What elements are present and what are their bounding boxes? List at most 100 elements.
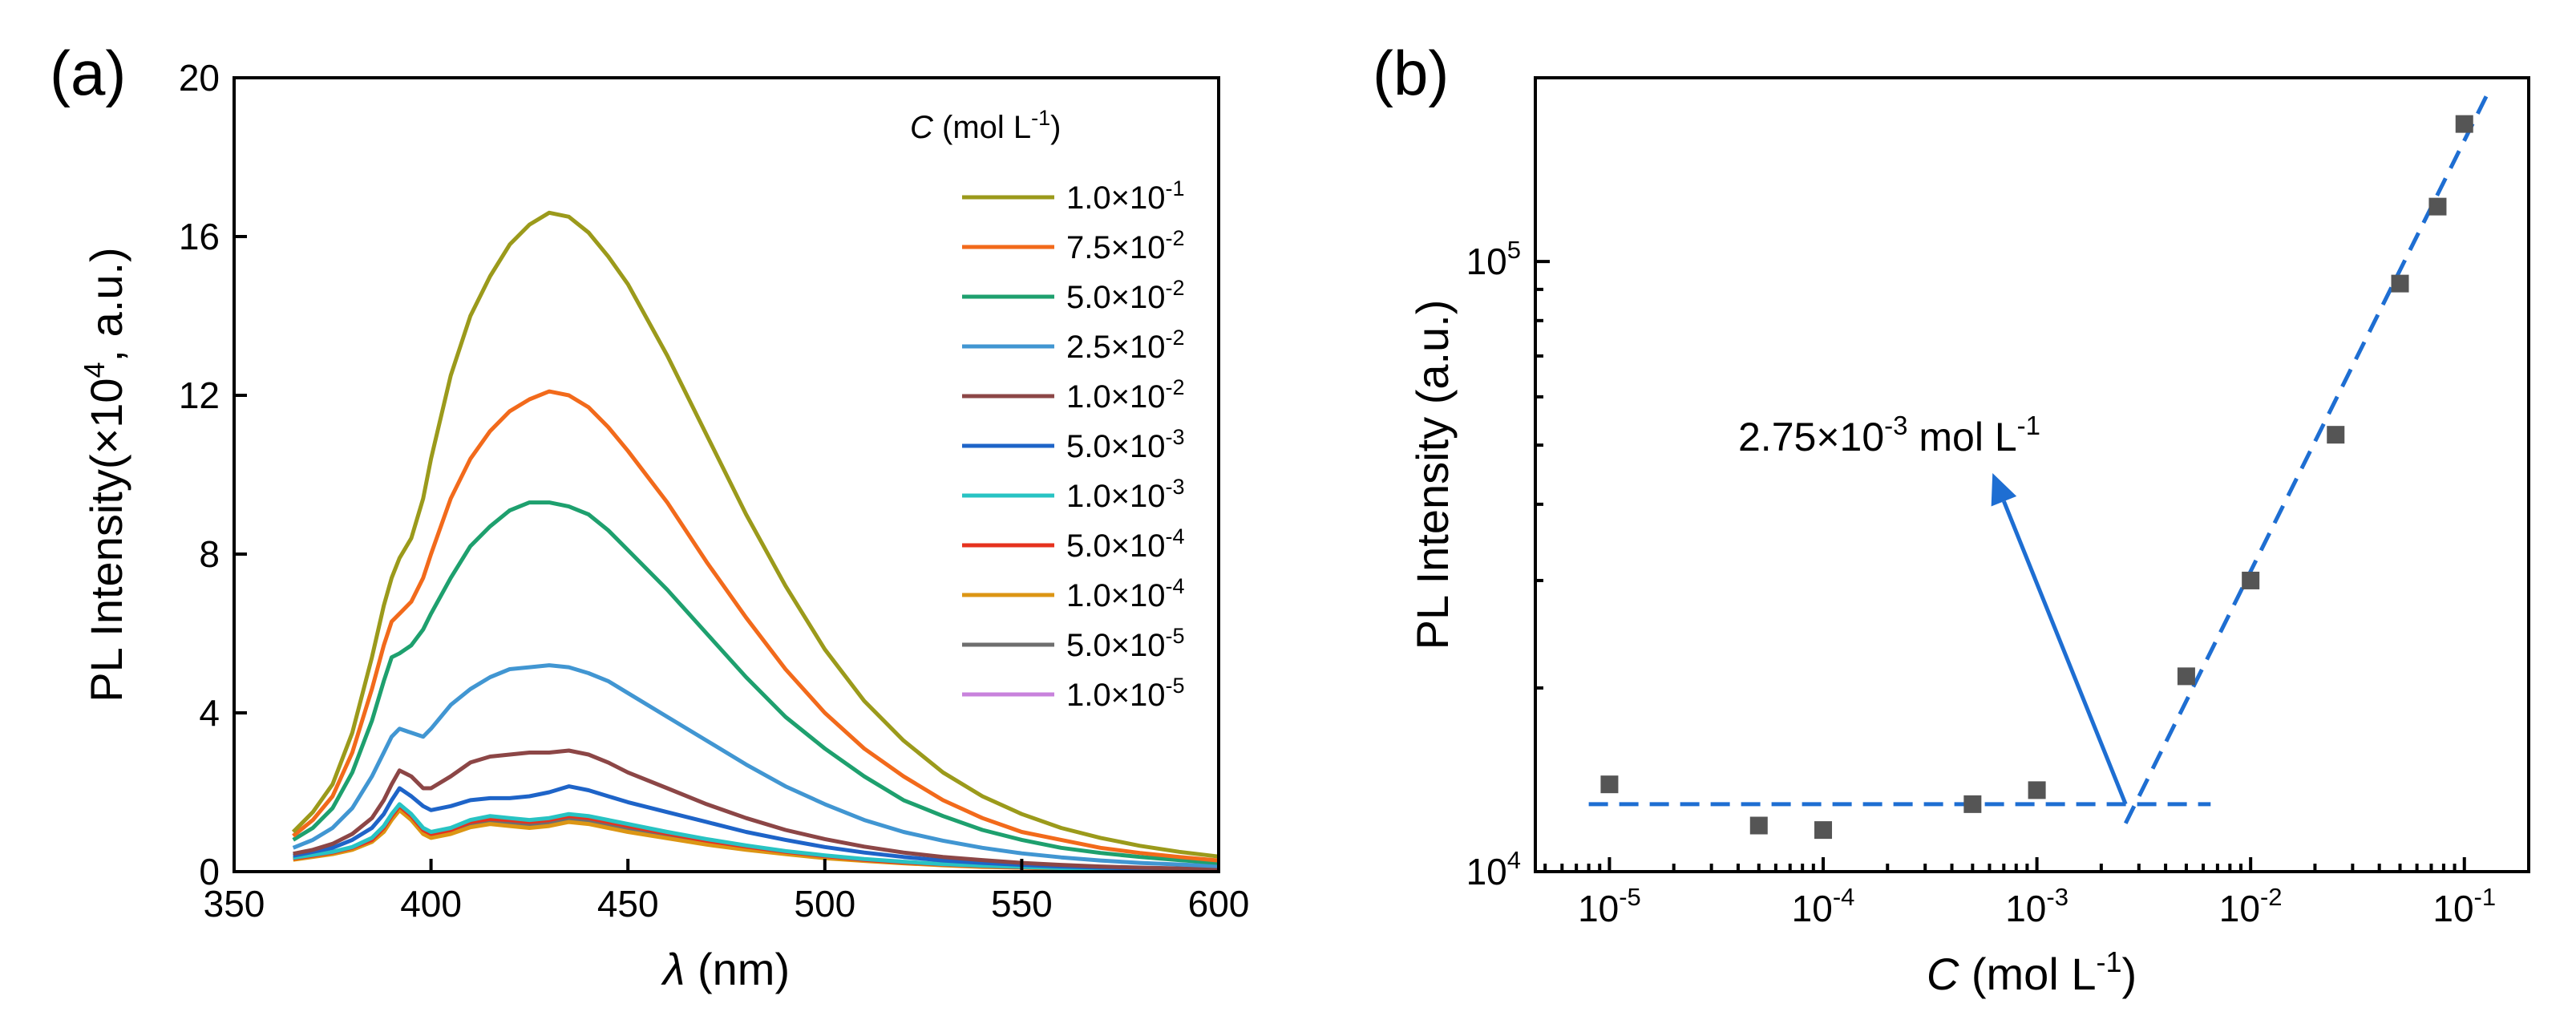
- panel-a-y-axis-label-sup: 4: [78, 362, 111, 378]
- panel-a-chart: 350 400 450 500 550 600 0 4 8 12 16 20 λ (nm) PL I…: [78, 57, 1249, 994]
- panel-b-annotation: 2.75×10-3 mol L-1: [1738, 411, 2128, 805]
- legend-label-mantissa: 2.5×10: [1066, 330, 1165, 365]
- legend-entry: 1.0×10-4: [962, 574, 1184, 613]
- legend-label-mantissa: 7.5×10: [1066, 230, 1165, 265]
- legend-label-exponent: -2: [1165, 326, 1184, 350]
- legend-label-exponent: -3: [1165, 475, 1184, 499]
- annotation-arrow-shaft: [2002, 500, 2128, 805]
- panel-a-x-axis-symbol: λ: [661, 944, 685, 994]
- x-tick-label: 500: [794, 883, 855, 925]
- legend-label-mantissa: 1.0×10: [1066, 678, 1165, 713]
- annotation-arrow-head: [1991, 472, 2017, 507]
- legend-entry: 1.0×10-2: [962, 375, 1184, 415]
- legend-label-exponent: -1: [1165, 176, 1184, 200]
- x-tick-base: 10: [1792, 888, 1833, 929]
- x-tick-label: 10-1: [2432, 883, 2496, 929]
- y-tick-exponent: 5: [1507, 236, 1521, 264]
- panel-a-y-axis-label-main: PL Intensity(×10: [81, 378, 131, 702]
- annotation-mantissa: 2.75×10: [1738, 415, 1884, 459]
- annotation-unit-sup: -1: [2017, 411, 2040, 440]
- legend-label: 5.0×10-4: [1066, 524, 1184, 564]
- y-tick-label: 4: [199, 692, 220, 734]
- legend-entry: 2.5×10-2: [962, 326, 1184, 365]
- legend-entry: 1.0×10-3: [962, 475, 1184, 514]
- legend-entries: 1.0×10-17.5×10-25.0×10-22.5×10-21.0×10-2…: [962, 176, 1184, 713]
- data-point: [1600, 775, 1619, 794]
- x-tick-base: 10: [1578, 888, 1619, 929]
- x-tick-label: 550: [991, 883, 1053, 925]
- x-tick-base: 10: [2005, 888, 2046, 929]
- y-tick-label: 12: [179, 374, 220, 416]
- annotation-exponent: -3: [1884, 411, 1907, 440]
- data-point: [2327, 426, 2345, 444]
- spectrum-line-1.0e-2: [293, 748, 1219, 872]
- data-point: [2242, 571, 2260, 589]
- x-tick-label: 350: [204, 883, 265, 925]
- legend-entry: 1.0×10-1: [962, 176, 1184, 216]
- panel-b-y-axis-label: PL Intensity (a.u.): [1407, 300, 1458, 650]
- y-tick-label: 0: [199, 851, 220, 892]
- panel-b-x-axis-close: ): [2121, 949, 2137, 999]
- x-tick-exponent: -2: [2260, 883, 2283, 911]
- legend-label: 7.5×10-2: [1066, 226, 1184, 265]
- legend-label: 1.0×10-4: [1066, 574, 1184, 613]
- x-tick-base: 10: [2432, 888, 2473, 929]
- legend-title: C (mol L-1): [910, 106, 1061, 145]
- legend-entry: 5.0×10-3: [962, 425, 1184, 464]
- annotation-label: 2.75×10-3 mol L-1: [1738, 411, 2040, 459]
- y-tick-base: 10: [1466, 851, 1507, 892]
- x-tick-exponent: -4: [1833, 883, 1855, 911]
- legend-label-mantissa: 1.0×10: [1066, 479, 1165, 514]
- data-point: [1749, 816, 1768, 835]
- spectrum-line-5.0e-2: [292, 500, 1219, 865]
- y-tick-label: 104: [1466, 846, 1521, 892]
- legend-label-exponent: -3: [1165, 425, 1184, 449]
- legend-label-mantissa: 1.0×10: [1066, 180, 1165, 216]
- y-tick-label: 105: [1466, 236, 1521, 282]
- legend-label: 1.0×10-3: [1066, 475, 1184, 514]
- panel-a-x-axis-label: λ (nm): [661, 944, 790, 994]
- legend-entry: 1.0×10-5: [962, 674, 1184, 713]
- legend-label: 5.0×10-2: [1066, 276, 1184, 315]
- spectrum-line-5.0e-3: [293, 784, 1219, 872]
- panel-b-x-axis-label: C (mol L-1): [1927, 945, 2137, 999]
- y-tick-base: 10: [1466, 241, 1507, 282]
- legend-label-mantissa: 1.0×10: [1066, 379, 1165, 415]
- y-tick-label: 16: [179, 216, 220, 257]
- panel-b-x-axis-symbol: C: [1927, 949, 1959, 999]
- panel-b-label: (b): [1373, 38, 1449, 108]
- panel-b-x-axis-sup: -1: [2096, 945, 2121, 978]
- legend-title-sup: -1: [1031, 106, 1050, 130]
- y-tick-label: 20: [179, 57, 220, 99]
- panel-a-label: (a): [50, 38, 126, 108]
- legend-entry: 5.0×10-2: [962, 276, 1184, 315]
- spectrum-line-7.5e-2: [292, 389, 1219, 863]
- legend-label: 1.0×10-1: [1066, 176, 1184, 216]
- panel-b-x-axis-unit: (mol L: [1959, 949, 2096, 999]
- legend-title-unit: (mol L: [933, 110, 1031, 145]
- x-tick-label: 10-4: [1792, 883, 1855, 929]
- legend-label: 2.5×10-2: [1066, 326, 1184, 365]
- legend-title-symbol: C: [910, 110, 934, 145]
- spectrum-line-1.0e-3: [293, 802, 1219, 872]
- panel-a-y-ticks: 0 4 8 12 16 20: [179, 57, 247, 892]
- legend-entry: 5.0×10-5: [962, 624, 1184, 663]
- panel-b-fit-lines: [1588, 90, 2491, 824]
- legend-label-exponent: -2: [1165, 375, 1184, 399]
- data-point: [2028, 781, 2046, 799]
- legend-label-exponent: -5: [1165, 624, 1184, 648]
- spectrum-line-1.0e-1: [291, 210, 1219, 859]
- legend-label: 5.0×10-3: [1066, 425, 1184, 464]
- panel-a-series-lines: [291, 210, 1219, 872]
- panel-a-plot-frame: [233, 76, 1220, 873]
- legend-label: 5.0×10-5: [1066, 624, 1184, 663]
- panel-a-legend: C (mol L-1) 1.0×10-17.5×10-25.0×10-22.5×…: [910, 106, 1184, 713]
- annotation-unit: mol L: [1907, 415, 2016, 459]
- panel-a-x-ticks: 350 400 450 500 550 600: [204, 859, 1250, 925]
- x-tick-label: 600: [1188, 883, 1250, 925]
- panel-a-y-axis-label: PL Intensity(×104, a.u.): [78, 247, 131, 702]
- x-tick-label: 450: [597, 883, 659, 925]
- legend-label: 1.0×10-5: [1066, 674, 1184, 713]
